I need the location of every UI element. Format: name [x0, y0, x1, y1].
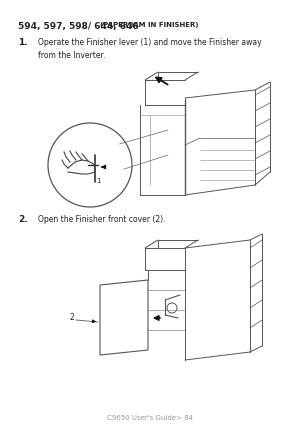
Text: Open the Finisher front cover (2).: Open the Finisher front cover (2). — [38, 215, 166, 224]
Text: (PAPER JAM IN FINISHER): (PAPER JAM IN FINISHER) — [100, 22, 199, 28]
Text: 2: 2 — [70, 314, 75, 322]
Text: 594, 597, 598/ 644, 646: 594, 597, 598/ 644, 646 — [18, 22, 142, 31]
Text: 1.: 1. — [18, 38, 28, 47]
Text: C9650 User's Guide> 84: C9650 User's Guide> 84 — [107, 415, 193, 421]
Text: 1: 1 — [96, 178, 100, 184]
Text: Operate the Finisher lever (1) and move the Finisher away
from the Inverter.: Operate the Finisher lever (1) and move … — [38, 38, 262, 60]
Text: 2.: 2. — [18, 215, 28, 224]
